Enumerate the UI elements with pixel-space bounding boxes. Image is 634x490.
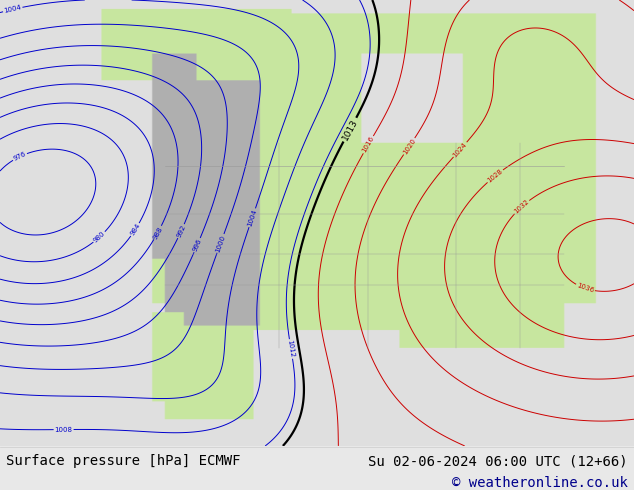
Text: 996: 996 xyxy=(191,238,203,252)
Text: 992: 992 xyxy=(176,224,186,239)
Text: 1016: 1016 xyxy=(361,135,375,154)
Text: 1028: 1028 xyxy=(486,168,504,184)
Text: 1036: 1036 xyxy=(576,283,595,294)
Text: 1004: 1004 xyxy=(3,4,22,14)
Text: Su 02-06-2024 06:00 UTC (12+66): Su 02-06-2024 06:00 UTC (12+66) xyxy=(368,454,628,468)
Text: 1013: 1013 xyxy=(340,118,359,142)
Text: © weatheronline.co.uk: © weatheronline.co.uk xyxy=(452,476,628,490)
Text: 984: 984 xyxy=(129,222,141,237)
Text: 1000: 1000 xyxy=(215,234,226,253)
Text: Surface pressure [hPa] ECMWF: Surface pressure [hPa] ECMWF xyxy=(6,454,241,468)
Text: 976: 976 xyxy=(13,151,27,162)
Text: 1020: 1020 xyxy=(402,137,417,155)
Text: 988: 988 xyxy=(152,225,164,240)
Text: 1032: 1032 xyxy=(513,198,530,215)
Text: 1008: 1008 xyxy=(55,426,73,433)
Text: 1004: 1004 xyxy=(247,208,258,227)
Text: 1024: 1024 xyxy=(452,141,469,158)
Text: 980: 980 xyxy=(93,230,107,244)
Text: 1012: 1012 xyxy=(287,340,295,358)
